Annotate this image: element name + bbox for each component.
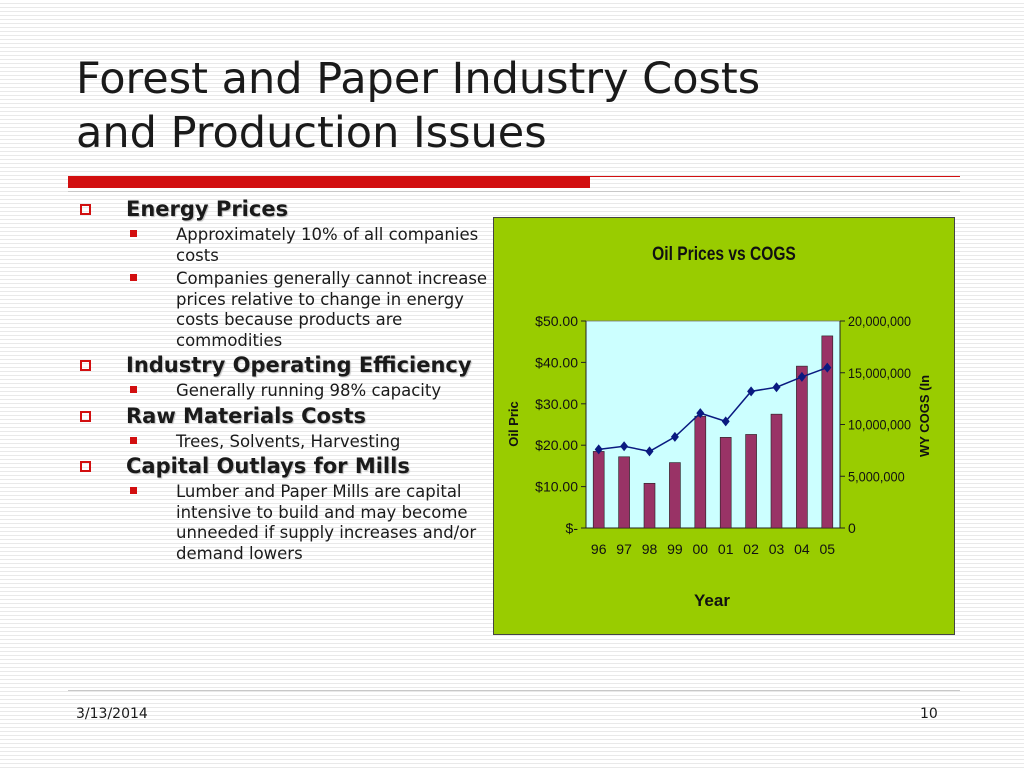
bullet-capital-outlays: Capital Outlays for Mills	[76, 455, 488, 478]
bullet-list: Energy Prices Approximately 10% of all c…	[76, 198, 488, 567]
oil-price-bar	[796, 365, 808, 529]
x-axis-tick-label: 98	[642, 541, 658, 557]
x-axis-tick-label: 01	[718, 541, 734, 557]
left-axis-tick-label: $10.00	[535, 479, 578, 495]
cogs-point	[620, 441, 629, 452]
right-axis-tick-label: 15,000,000	[848, 365, 911, 381]
x-axis-tick-label: 00	[693, 541, 709, 557]
chart-canvas: Oil Prices vs COGS $- $10.00 $20.00 $30.00 $4…	[506, 243, 932, 610]
left-axis-tick-label: $-	[566, 520, 579, 536]
x-axis-tick-label: 03	[769, 541, 785, 557]
filled-square-bullet-icon	[130, 230, 137, 237]
x-axis-tick-label: 04	[794, 541, 810, 557]
y-axis-label: Oil Pric	[506, 401, 521, 447]
bullet-heading: Raw Materials Costs	[126, 403, 367, 428]
right-axis-tick-label: 5,000,000	[848, 468, 905, 484]
page-number: 10	[920, 706, 938, 722]
sub-bullet: Lumber and Paper Mills are capital inten…	[76, 482, 488, 564]
title-underline-thin	[590, 176, 960, 177]
sub-bullet-text: Generally running 98% capacity	[176, 381, 442, 400]
left-axis-tick-label: $20.00	[535, 437, 578, 453]
sub-bullet: Trees, Solvents, Harvesting	[76, 432, 488, 453]
x-axis-label: Year	[694, 591, 730, 610]
bullet-operating-efficiency: Industry Operating Efficiency	[76, 354, 488, 377]
oil-price-bar	[669, 462, 681, 529]
sub-bullet: Generally running 98% capacity	[76, 381, 488, 402]
title-underline-red	[68, 176, 590, 188]
cogs-point	[721, 416, 730, 427]
chart-title: Oil Prices vs COGS	[652, 243, 796, 265]
oil-price-bar	[592, 451, 605, 529]
footer-date: 3/13/2014	[76, 706, 148, 722]
oil-price-bar	[719, 437, 732, 529]
oil-price-bar	[745, 434, 757, 529]
cogs-point	[594, 444, 603, 455]
bullet-heading: Industry Operating Efficiency	[126, 353, 472, 377]
y2-axis-label: WY COGS (In	[917, 375, 932, 457]
oil-price-bar	[694, 415, 707, 529]
right-axis-tick-label: 20,000,000	[848, 313, 911, 329]
oil-price-bar	[618, 456, 630, 529]
sub-bullet-text: Lumber and Paper Mills are capital inten…	[176, 482, 477, 563]
bullet-heading: Energy Prices	[126, 197, 289, 221]
x-axis-tick-label: 99	[667, 541, 683, 557]
hollow-square-bullet-icon	[80, 410, 91, 422]
x-axis-tick-label: 02	[743, 541, 759, 557]
oil-price-bar	[643, 482, 656, 529]
right-axis-tick-label: 0	[848, 520, 856, 536]
filled-square-bullet-icon	[130, 487, 137, 494]
slide-title-line-2: and Production Issues	[76, 108, 547, 158]
slide-title-line-1: Forest and Paper Industry Costs	[76, 54, 761, 104]
sub-bullet-text: Companies generally cannot increase pric…	[176, 269, 488, 350]
cogs-point	[772, 382, 781, 393]
cogs-point	[670, 431, 679, 442]
left-axis-tick-label: $40.00	[535, 354, 578, 370]
filled-square-bullet-icon	[130, 274, 137, 281]
cogs-line	[598, 366, 828, 453]
oil-price-bar	[821, 335, 834, 529]
cogs-point	[747, 386, 756, 397]
left-axis-tick-label: $50.00	[535, 313, 578, 329]
left-axis-tick-label: $30.00	[535, 396, 578, 412]
sub-bullet-text: Trees, Solvents, Harvesting	[176, 431, 401, 451]
title-divider	[68, 191, 960, 192]
cogs-point	[797, 371, 806, 382]
sub-bullet: Approximately 10% of all companies costs	[76, 225, 488, 266]
oil-prices-vs-cogs-chart: Oil Prices vs COGS $- $10.00 $20.00 $30.00 $4…	[493, 217, 955, 635]
bullet-heading: Capital Outlays for Mills	[126, 454, 410, 478]
x-axis-tick-label: 96	[591, 541, 607, 557]
hollow-square-bullet-icon	[80, 360, 91, 371]
cogs-point	[823, 362, 832, 373]
sub-bullet: Companies generally cannot increase pric…	[76, 269, 488, 351]
footer-divider	[68, 690, 960, 691]
filled-square-bullet-icon	[130, 436, 137, 444]
filled-square-bullet-icon	[130, 386, 137, 393]
x-axis-tick-label: 05	[820, 541, 836, 557]
hollow-square-bullet-icon	[80, 461, 91, 472]
cogs-point	[645, 446, 654, 457]
oil-price-bar	[770, 413, 783, 529]
slide-title: Forest and Paper Industry Costs and Prod…	[76, 52, 956, 160]
bullet-energy-prices: Energy Prices	[76, 198, 488, 221]
hollow-square-bullet-icon	[80, 204, 91, 215]
right-axis-tick-label: 10,000,000	[848, 417, 911, 433]
sub-bullet-text: Approximately 10% of all companies costs	[176, 225, 479, 265]
x-axis-tick-label: 97	[616, 541, 632, 557]
bullet-raw-materials: Raw Materials Costs	[76, 403, 488, 428]
cogs-point	[696, 408, 705, 419]
